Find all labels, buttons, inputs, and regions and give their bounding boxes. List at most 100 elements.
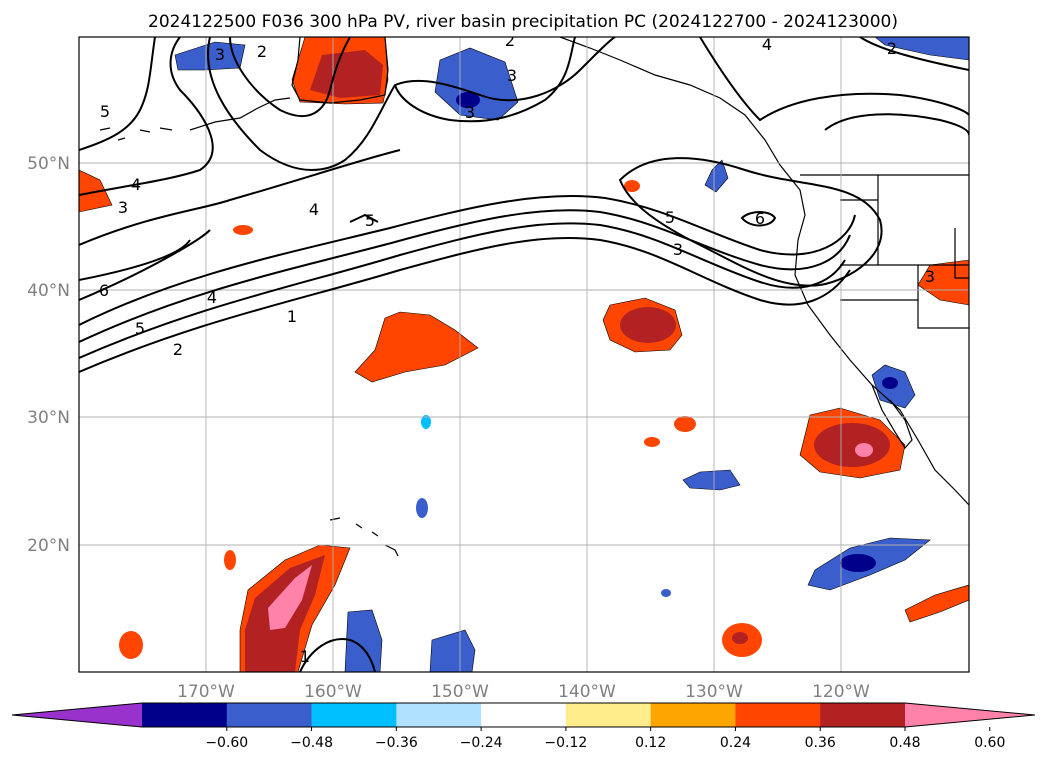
contour-label: 4 xyxy=(762,35,772,54)
contour-label: 3 xyxy=(118,198,128,217)
precip-blob xyxy=(674,416,696,432)
contour-label: 3 xyxy=(215,45,225,64)
precip-blob xyxy=(682,469,741,491)
pv-contour xyxy=(229,37,351,117)
colorbar-segments xyxy=(11,702,1036,728)
colorbar-tick-label: 0.60 xyxy=(974,735,1005,751)
map-frame xyxy=(78,36,970,673)
contour-label: 5 xyxy=(100,102,110,121)
hawaii-islands xyxy=(329,517,399,557)
lon-tick-label: 140°W xyxy=(558,682,616,702)
contour-label: 5 xyxy=(365,211,375,230)
precip-blob xyxy=(661,589,671,597)
contour-label: 6 xyxy=(99,281,109,300)
contour-label: 5 xyxy=(665,208,675,227)
contour-label: 3 xyxy=(507,66,517,85)
colorbar-tick-label: −0.12 xyxy=(544,735,587,751)
pv-contour xyxy=(859,37,969,71)
colorbar-segment xyxy=(481,703,567,727)
precip-shading xyxy=(79,37,969,672)
contour-label: 5 xyxy=(135,319,145,338)
colorbar-extend-low xyxy=(12,703,142,727)
colorbar-labels: −0.60 −0.48 −0.36 −0.24 −0.12 0.12 0.24 0.36 0.4… xyxy=(205,727,1005,751)
colorbar-segment xyxy=(311,703,397,727)
pv-contour xyxy=(394,37,576,123)
pv-contour xyxy=(207,37,616,171)
baja-peninsula xyxy=(871,384,913,450)
pv-contour xyxy=(79,229,211,301)
pv-contour xyxy=(79,37,214,196)
pv-contour xyxy=(79,222,846,359)
precip-blob xyxy=(814,423,890,467)
graticule xyxy=(79,37,969,672)
pv-contour xyxy=(699,37,969,122)
pv-contour xyxy=(740,211,777,227)
state-borders xyxy=(840,175,969,329)
islands-nw xyxy=(99,127,173,141)
colorbar-tick-label: 0.48 xyxy=(889,735,920,751)
colorbar-segment xyxy=(820,703,906,727)
colorbar-tick-label: −0.48 xyxy=(290,735,333,751)
contour-label: 1 xyxy=(300,647,310,666)
precip-blob xyxy=(917,259,969,306)
contour-label: 4 xyxy=(309,200,319,219)
contour-label: 3 xyxy=(925,267,935,286)
precip-blob xyxy=(620,307,676,343)
contour-label: 6 xyxy=(755,209,765,228)
contour-label: 1 xyxy=(287,307,297,326)
lat-tick-label: 20°N xyxy=(27,536,70,556)
precip-blob xyxy=(416,498,428,518)
precip-blob xyxy=(456,92,480,108)
contour-label: 3 xyxy=(465,103,475,122)
contour-label: 2 xyxy=(505,31,515,50)
lon-tick-label: 130°W xyxy=(685,682,743,702)
colorbar-segment xyxy=(142,703,228,727)
lon-tick-label: 160°W xyxy=(304,682,362,702)
colorbar-segment xyxy=(226,703,313,727)
coastlines xyxy=(99,37,969,557)
colorbar-tick-label: −0.36 xyxy=(375,735,418,751)
colorbar-tick-label: 0.36 xyxy=(805,735,836,751)
precip-blob xyxy=(429,629,476,672)
precip-blob xyxy=(224,550,236,570)
colorbar-extend-high xyxy=(905,703,1035,727)
pv-contour xyxy=(79,236,851,373)
precip-blob xyxy=(344,609,383,672)
colorbar-segment xyxy=(396,703,482,727)
lat-tick-labels: 50°N 40°N 30°N 20°N xyxy=(27,154,70,556)
colorbar-tick-label: −0.24 xyxy=(460,735,503,751)
colorbar-segment xyxy=(650,703,736,727)
pv-contour xyxy=(79,209,851,343)
pv-contour xyxy=(618,157,883,287)
precip-blob xyxy=(119,631,143,659)
precip-blob xyxy=(840,554,876,572)
colorbar-segment xyxy=(565,703,652,727)
precip-blob xyxy=(421,415,431,429)
pv-contour xyxy=(79,37,156,151)
precip-blob xyxy=(732,632,748,644)
precip-blob xyxy=(233,225,253,235)
north-america-coast xyxy=(559,37,969,506)
lat-tick-label: 50°N xyxy=(27,154,70,174)
precip-blob xyxy=(904,584,969,623)
lon-tick-label: 150°W xyxy=(431,682,489,702)
contour-label: 4 xyxy=(207,288,217,307)
pv-contour xyxy=(299,638,376,672)
lon-tick-label: 170°W xyxy=(177,682,235,702)
precip-blob xyxy=(354,311,479,383)
colorbar-tick-label: −0.60 xyxy=(205,735,248,751)
precip-blob xyxy=(624,180,640,192)
map-panel: 5 4 3 6 5 4 2 1 2 3 4 3 5 3 2 4 5 3 6 2 xyxy=(27,31,970,702)
precip-blob xyxy=(704,159,729,193)
contour-label: 2 xyxy=(887,39,897,58)
colorbar-tick-label: 0.24 xyxy=(720,735,751,751)
lon-tick-labels: 170°W 160°W 150°W 140°W 130°W 120°W xyxy=(177,682,870,702)
contour-label: 3 xyxy=(673,240,683,259)
colorbar-tick-label: 0.12 xyxy=(635,735,666,751)
colorbar-segment xyxy=(735,703,821,727)
contour-label: 4 xyxy=(131,175,141,194)
precip-blob xyxy=(268,565,312,630)
aleutian-islands xyxy=(189,97,291,131)
precip-blob xyxy=(644,437,660,447)
